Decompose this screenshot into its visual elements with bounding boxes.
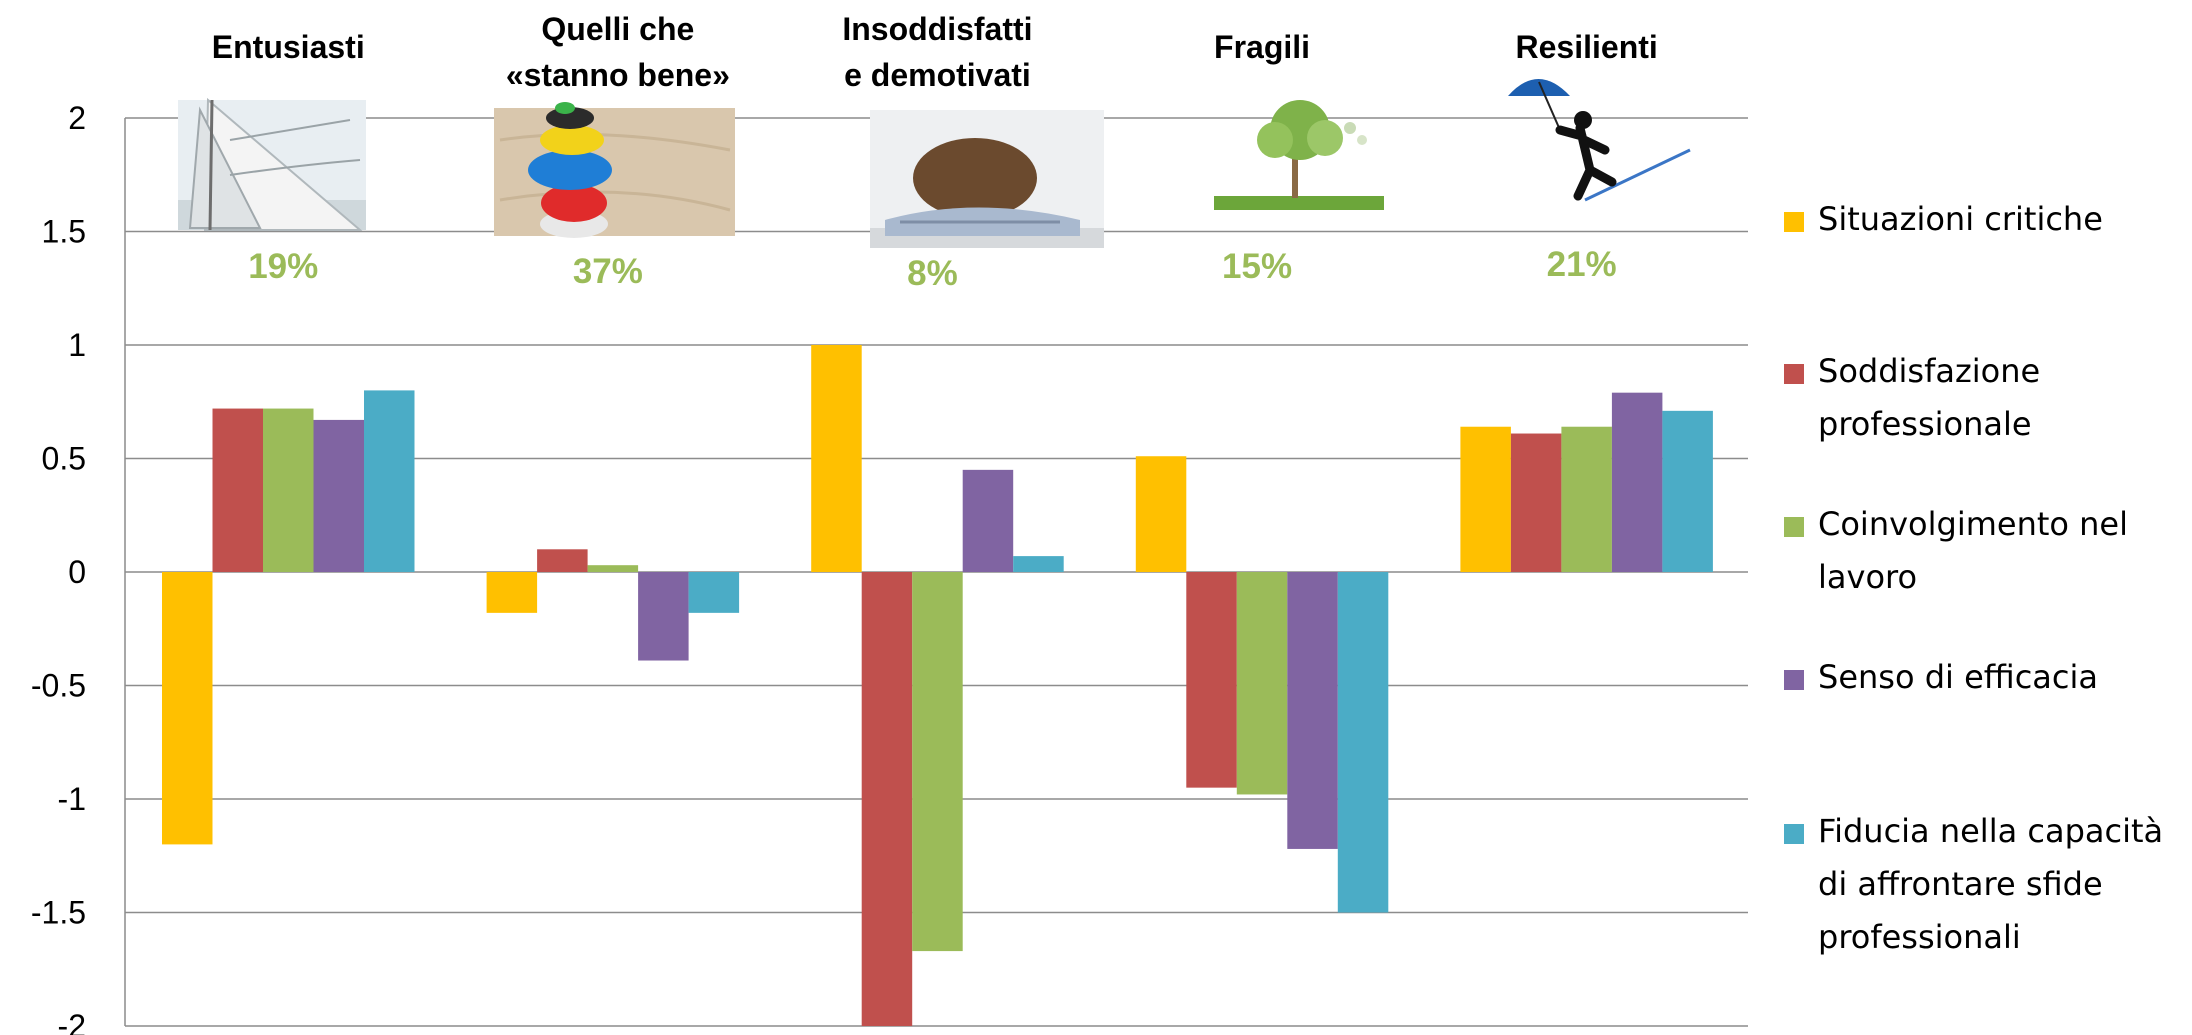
legend-swatch bbox=[1784, 212, 1804, 232]
bar bbox=[912, 572, 963, 952]
category-percentage: 37% bbox=[573, 252, 643, 291]
legend-label: Senso di efficacia bbox=[1818, 658, 2098, 696]
stacked-stones-image bbox=[494, 102, 735, 238]
legend-swatch bbox=[1784, 517, 1804, 537]
bars bbox=[162, 345, 1713, 1026]
category-percentage: 21% bbox=[1547, 245, 1617, 284]
legend-swatch bbox=[1784, 364, 1804, 384]
sleeping-woman-image bbox=[870, 110, 1104, 248]
y-tick-label: 0 bbox=[68, 554, 86, 590]
bar bbox=[811, 345, 862, 572]
bar bbox=[962, 469, 1014, 572]
category-title: Resilienti bbox=[1516, 29, 1658, 65]
category-percentages: 19% 37% 8% 15% 21% bbox=[248, 245, 1616, 293]
category-title: Fragili bbox=[1214, 29, 1310, 65]
category-title: Insoddisfatti bbox=[842, 11, 1032, 47]
legend-label: professionale bbox=[1818, 405, 2032, 443]
bar bbox=[638, 572, 689, 661]
y-tick-label: 1 bbox=[68, 327, 86, 363]
legend-label: Soddisfazione bbox=[1818, 352, 2040, 390]
category-title: e demotivati bbox=[844, 57, 1031, 93]
bar bbox=[162, 572, 213, 845]
y-tick-label: -1.5 bbox=[31, 895, 86, 931]
bar bbox=[313, 419, 364, 572]
legend-item: Soddisfazione professionale bbox=[1784, 352, 2040, 443]
legend-label: Situazioni critiche bbox=[1818, 200, 2103, 238]
category-title: «stanno bene» bbox=[506, 57, 730, 93]
y-tick-label: -0.5 bbox=[31, 668, 86, 704]
bar bbox=[1662, 410, 1713, 572]
legend-label: di affrontare sfide bbox=[1818, 865, 2103, 903]
bar bbox=[688, 572, 740, 613]
bar bbox=[1287, 572, 1338, 849]
y-tick-label: -2 bbox=[58, 1008, 86, 1035]
category-title: Quelli che bbox=[541, 11, 694, 47]
category-images bbox=[178, 79, 1691, 248]
category-percentage: 8% bbox=[907, 254, 958, 293]
legend-swatch bbox=[1784, 824, 1804, 844]
legend-label: Fiducia nella capacità bbox=[1818, 812, 2163, 850]
category-titles: Entusiasti Quelli che «stanno bene» Insoddi… bbox=[212, 11, 1658, 93]
legend-item: Situazioni critiche bbox=[1784, 200, 2103, 238]
bar bbox=[486, 572, 538, 613]
legend-swatch bbox=[1784, 670, 1804, 690]
y-tick-label: -1 bbox=[58, 781, 86, 817]
y-tick-label: 0.5 bbox=[42, 441, 86, 477]
bar bbox=[1460, 426, 1511, 572]
category-title: Entusiasti bbox=[212, 29, 365, 65]
bar bbox=[587, 565, 639, 572]
bar bbox=[263, 408, 314, 572]
legend-label: lavoro bbox=[1818, 558, 1917, 596]
bar bbox=[1611, 392, 1663, 572]
category-percentage: 15% bbox=[1222, 247, 1292, 286]
legend-label: professionali bbox=[1818, 918, 2021, 956]
bar bbox=[1337, 572, 1389, 913]
legend-label: Coinvolgimento nel bbox=[1818, 505, 2128, 543]
tree-on-grass-image bbox=[1214, 100, 1384, 210]
bar bbox=[1186, 572, 1237, 788]
bar bbox=[1561, 426, 1612, 572]
bar bbox=[212, 408, 263, 572]
bar bbox=[861, 572, 913, 1026]
legend: Situazioni critiche Soddisfazione professi… bbox=[1784, 200, 2163, 956]
bar bbox=[1135, 456, 1187, 572]
sailboat-image bbox=[178, 97, 366, 231]
y-tick-label: 2 bbox=[68, 100, 86, 136]
y-tick-label: 1.5 bbox=[42, 214, 86, 250]
legend-item: Senso di efficacia bbox=[1784, 658, 2098, 696]
category-percentage: 19% bbox=[248, 247, 318, 286]
bar bbox=[1236, 572, 1288, 795]
y-axis: 2 1.5 1 0.5 0 -0.5 -1 -1.5 -2 bbox=[31, 100, 126, 1035]
legend-item: Coinvolgimento nel lavoro bbox=[1784, 505, 2128, 596]
bar bbox=[1510, 433, 1562, 572]
bar bbox=[1013, 556, 1064, 572]
umbrella-tightrope-walker-image bbox=[1508, 79, 1691, 202]
legend-item: Fiducia nella capacità di affrontare sfid… bbox=[1784, 812, 2163, 956]
bar bbox=[364, 390, 415, 572]
bar bbox=[537, 549, 588, 572]
